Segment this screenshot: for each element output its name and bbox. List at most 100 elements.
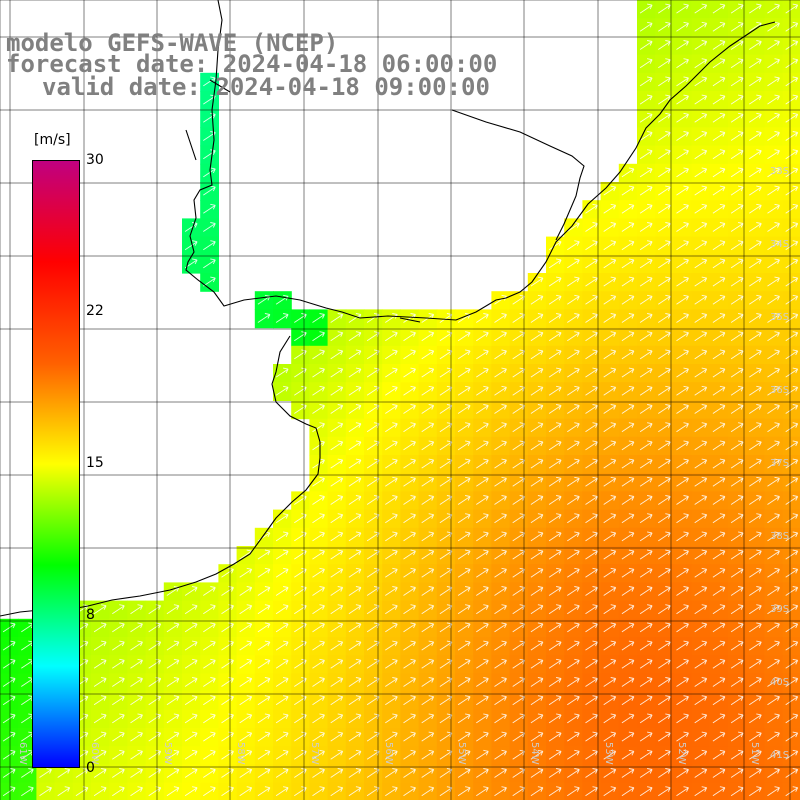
wind-arrow [694, 695, 708, 706]
wind-arrow [257, 549, 271, 560]
wind-arrow [275, 513, 289, 524]
wind-arrow [785, 185, 799, 196]
wind-arrow [658, 313, 671, 323]
wind-arrow [275, 313, 289, 323]
wind-arrow [694, 640, 708, 651]
wind-arrow [403, 640, 416, 651]
wind-arrow [658, 586, 671, 596]
wind-arrow [548, 677, 562, 687]
wind-arrow [621, 713, 635, 724]
wind-arrow [785, 94, 799, 105]
wind-arrow [184, 695, 198, 706]
wind-arrow [312, 440, 325, 451]
wind-arrow [767, 131, 780, 141]
wind-arrow [730, 185, 744, 196]
wind-arrow [348, 677, 362, 687]
wind-arrow [457, 331, 471, 342]
wind-arrow [166, 786, 180, 797]
wind-arrow [530, 476, 544, 487]
wind-arrow [275, 586, 289, 596]
wind-arrow [330, 440, 344, 451]
wind-arrow [239, 786, 253, 797]
wind-arrow [548, 458, 562, 469]
wind-arrow [621, 749, 635, 760]
wind-arrow [639, 313, 653, 323]
wind-arrow [785, 222, 799, 232]
wind-arrow [676, 294, 689, 305]
wind-arrow [694, 149, 708, 160]
wind-arrow [767, 258, 780, 269]
wind-arrow [621, 476, 635, 487]
wind-arrow [767, 422, 780, 433]
wind-arrow [621, 495, 635, 505]
wind-arrow [749, 112, 762, 123]
wind-arrow [749, 222, 762, 232]
wind-arrow [676, 258, 689, 269]
wind-arrow [603, 567, 617, 578]
wind-arrow [785, 458, 799, 469]
wind-arrow [403, 604, 416, 615]
wind-arrow [603, 549, 617, 560]
wind-arrow [585, 567, 598, 578]
wind-arrow [658, 76, 671, 87]
wind-arrow [676, 385, 689, 396]
wind-arrow [676, 640, 689, 651]
wind-arrow [385, 440, 398, 451]
wind-arrow [603, 713, 617, 724]
wind-arrow [184, 658, 198, 669]
wind-arrow [749, 731, 762, 742]
wind-arrow [567, 367, 580, 378]
wind-arrow [184, 731, 198, 742]
wind-arrow [494, 713, 507, 724]
wind-arrow [275, 622, 289, 633]
wind-arrow [457, 677, 471, 687]
wind-arrow [221, 586, 234, 596]
wind-arrow [749, 440, 762, 451]
wind-arrow [749, 276, 762, 287]
wind-arrow [749, 768, 762, 778]
wind-arrow [658, 349, 671, 360]
wind-arrow [730, 76, 744, 87]
wind-arrow [621, 404, 635, 414]
wind-arrow [658, 222, 671, 232]
wind-arrow [385, 513, 398, 524]
wind-arrow [621, 185, 635, 196]
wind-speed-cell [782, 782, 800, 800]
wind-arrow [567, 385, 580, 396]
wind-arrow [567, 768, 580, 778]
wind-arrow [767, 294, 780, 305]
wind-arrow [676, 495, 689, 505]
wind-arrow [203, 749, 216, 760]
wind-arrow [494, 695, 507, 706]
wind-arrow [785, 240, 799, 251]
wind-arrow [184, 604, 198, 615]
wind-arrow [621, 203, 635, 214]
wind-arrow [749, 531, 762, 542]
wind-arrow [257, 768, 271, 778]
wind-arrow [257, 586, 271, 596]
wind-arrow [658, 294, 671, 305]
wind-arrow [203, 240, 216, 251]
wind-arrow [639, 695, 653, 706]
wind-arrow [639, 549, 653, 560]
wind-arrow [676, 749, 689, 760]
wind-arrow [730, 713, 744, 724]
wind-arrow [639, 586, 653, 596]
wind-arrow [621, 640, 635, 651]
wind-arrow [749, 131, 762, 141]
wind-arrow [403, 731, 416, 742]
wind-arrow [603, 258, 617, 269]
wind-arrow [658, 458, 671, 469]
wind-arrow [767, 586, 780, 596]
wind-arrow [694, 586, 708, 596]
wind-arrow [603, 586, 617, 596]
wind-arrow [239, 677, 253, 687]
wind-arrow [567, 695, 580, 706]
wind-arrow [639, 476, 653, 487]
wind-arrow [730, 258, 744, 269]
wind-arrow [639, 367, 653, 378]
wind-arrow [421, 422, 435, 433]
wind-arrow [749, 203, 762, 214]
wind-arrow [312, 567, 325, 578]
wind-arrow [694, 112, 708, 123]
